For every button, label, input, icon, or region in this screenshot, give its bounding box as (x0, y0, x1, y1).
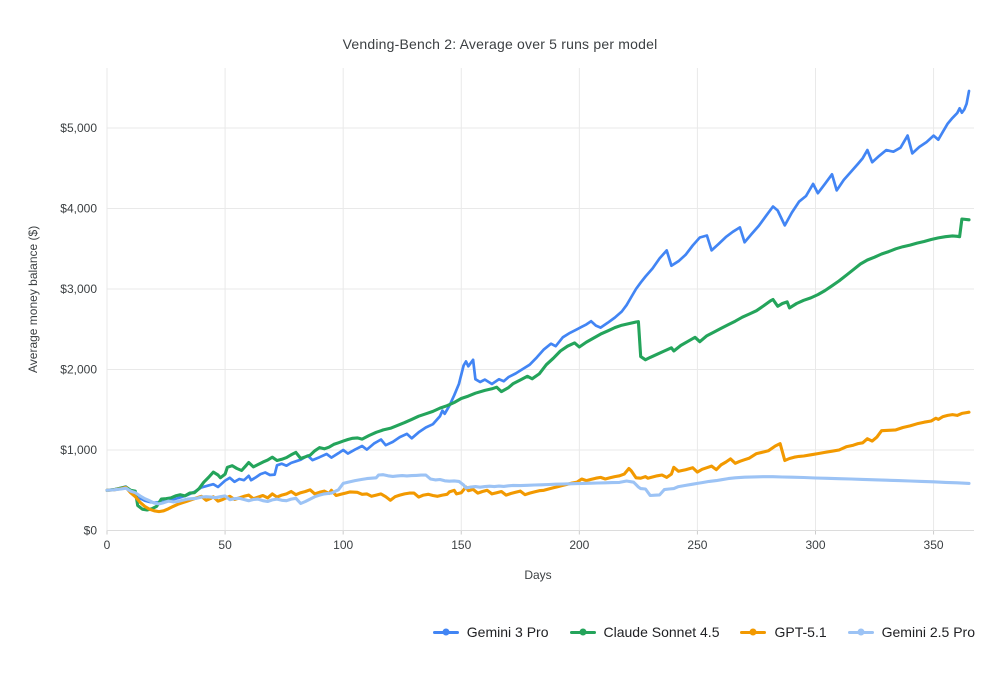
legend-item-claude-sonnet-4-5[interactable]: Claude Sonnet 4.5 (569, 624, 720, 640)
x-tick-label: 250 (687, 538, 707, 552)
y-tick-label: $2,000 (60, 363, 97, 377)
series-line-gemini-2-5-pro (105, 473, 971, 506)
series-line-gemini-3-pro (105, 89, 971, 505)
y-tick-label: $3,000 (60, 282, 97, 296)
legend-dot-icon (857, 628, 865, 636)
legend-item-gemini-2-5-pro[interactable]: Gemini 2.5 Pro (847, 624, 975, 640)
y-tick-label: $0 (84, 524, 98, 538)
legend-line-icon (740, 628, 767, 636)
line-chart-plot-area: $0 $1,000 $2,000 $3,000 $4,000 $5,000 0 50 100 15… (60, 68, 974, 552)
legend-label: Claude Sonnet 4.5 (603, 624, 720, 640)
legend-line-icon (847, 628, 874, 636)
series-line-gpt-5-1 (105, 410, 971, 514)
legend-item-gemini-3-pro[interactable]: Gemini 3 Pro (432, 624, 549, 640)
chart-legend: Gemini 3 Pro Claude Sonnet 4.5 GPT-5.1 Gemi… (0, 619, 975, 645)
x-axis-title: Days (524, 568, 552, 582)
legend-dot-icon (579, 628, 586, 636)
legend-line-icon (432, 628, 459, 636)
chart-title: Vending-Bench 2: Average over 5 runs per… (342, 36, 658, 52)
x-tick-label: 0 (104, 538, 111, 552)
y-tick-label: $4,000 (60, 202, 97, 216)
legend-dot-icon (749, 628, 757, 636)
legend-label: Gemini 2.5 Pro (881, 624, 975, 640)
x-tick-label: 350 (924, 538, 944, 552)
legend-item-gpt-5-1[interactable]: GPT-5.1 (740, 624, 827, 640)
legend-line-icon (569, 628, 596, 636)
y-tick-label: $5,000 (60, 121, 97, 135)
y-tick-label: $1,000 (60, 443, 97, 457)
x-tick-label: 50 (218, 538, 232, 552)
x-tick-label: 100 (333, 538, 353, 552)
x-tick-label: 300 (805, 538, 825, 552)
x-tick-label: 150 (451, 538, 471, 552)
legend-label: Gemini 3 Pro (466, 624, 549, 640)
legend-label: GPT-5.1 (774, 624, 827, 640)
legend-dot-icon (442, 628, 450, 636)
series-line-claude-sonnet-4-5 (105, 217, 971, 512)
x-tick-label: 200 (569, 538, 589, 552)
